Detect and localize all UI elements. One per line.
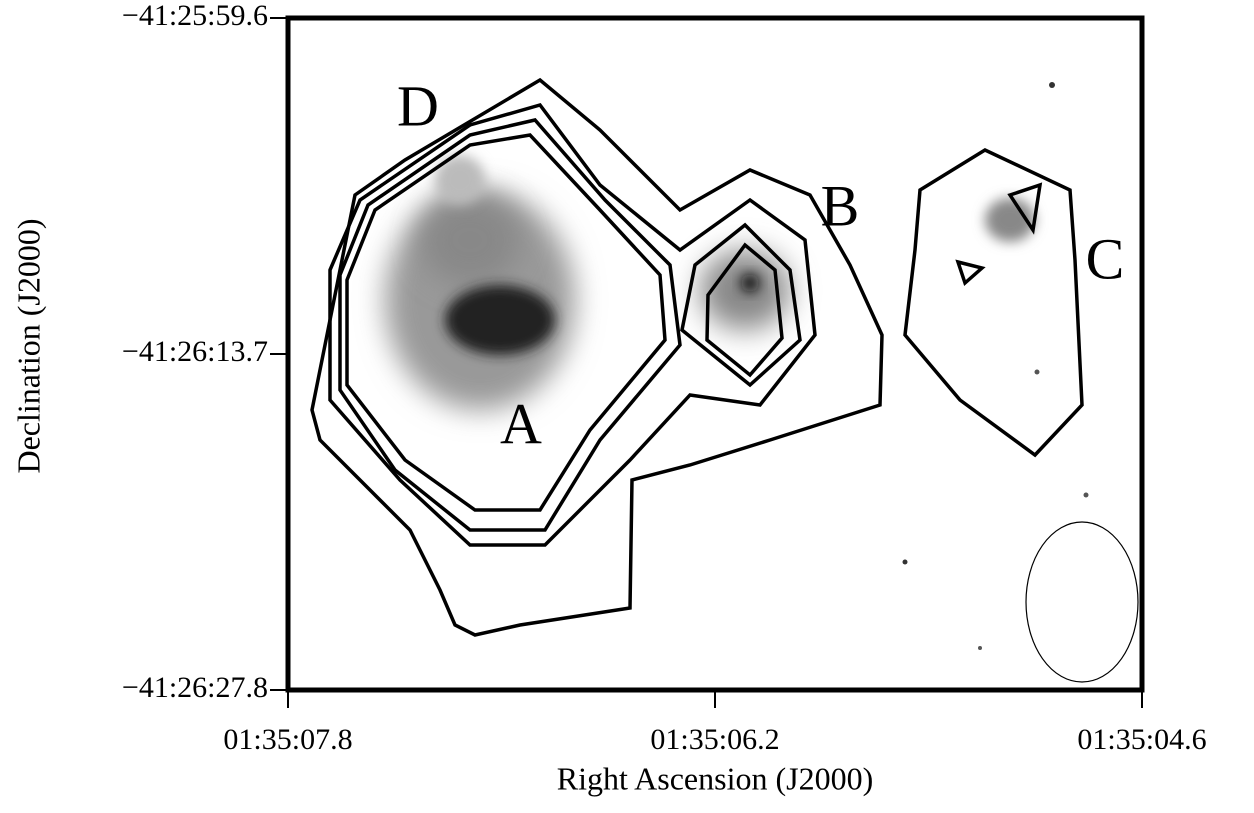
- x-axis-label: Right Ascension (J2000): [557, 760, 873, 796]
- contour: [905, 150, 1082, 455]
- contour: [958, 262, 982, 283]
- region-label: C: [1086, 226, 1125, 291]
- y-tick-label: −41:26:13.7: [122, 335, 268, 368]
- y-tick-label: −41:25:59.6: [122, 0, 268, 32]
- beam-ellipse: [1026, 522, 1138, 682]
- region-label: A: [500, 391, 542, 456]
- figure: Right Ascension (J2000) Declination (J20…: [0, 0, 1254, 808]
- y-tick-label: −41:26:27.8: [122, 671, 268, 704]
- x-tick-label: 01:35:06.2: [650, 723, 779, 756]
- x-tick-label: 01:35:07.8: [223, 723, 352, 756]
- x-tick-label: 01:35:04.6: [1077, 723, 1206, 756]
- region-label: B: [821, 173, 860, 238]
- y-axis-label: Declination (J2000): [10, 218, 46, 473]
- region-label: D: [397, 73, 439, 138]
